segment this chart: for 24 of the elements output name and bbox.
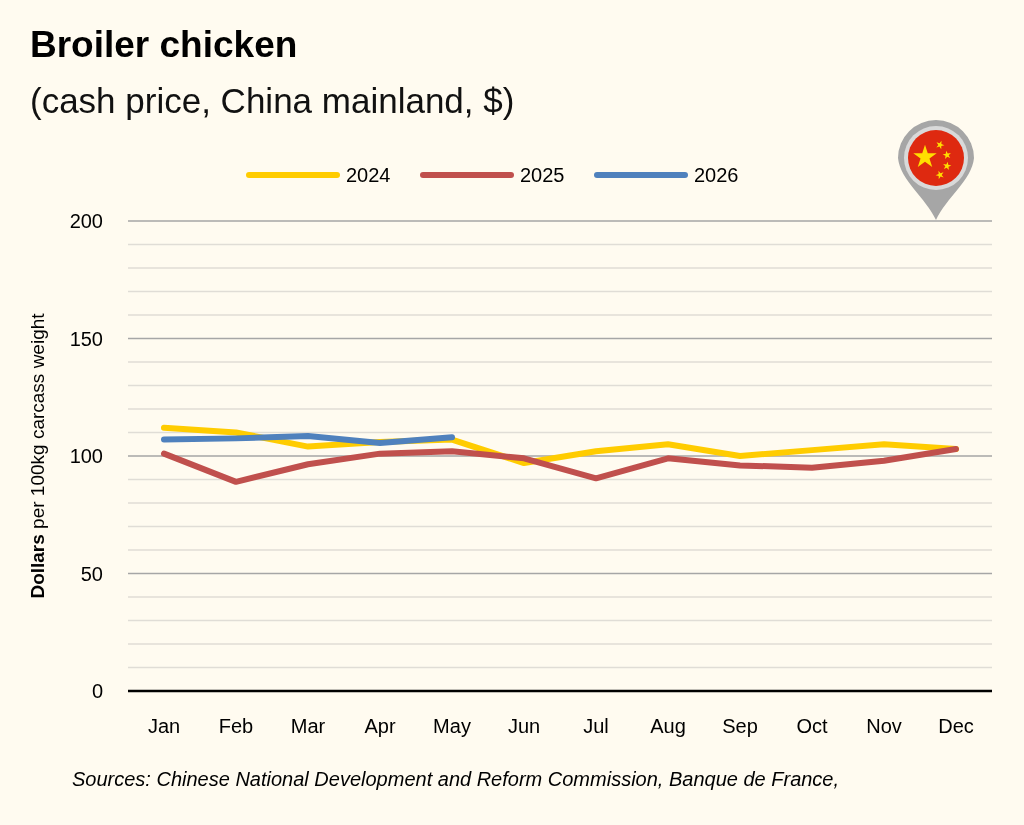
x-tick-label: Nov xyxy=(866,715,902,737)
legend-label: 2026 xyxy=(694,164,739,186)
legend-label: 2025 xyxy=(520,164,565,186)
x-tick-label: Apr xyxy=(364,715,396,737)
y-tick-label: 0 xyxy=(91,680,103,702)
y-axis-title: Dollars per 100kg carcass weight xyxy=(27,312,48,599)
x-tick-label: Jul xyxy=(583,715,609,737)
legend-label: 2024 xyxy=(346,164,391,186)
x-tick-label: Mar xyxy=(290,715,326,737)
chart-subtitle: (cash price, China mainland, $) xyxy=(30,81,515,120)
x-tick-label: Oct xyxy=(796,715,828,737)
x-tick-label: Dec xyxy=(938,715,974,737)
x-tick-label: Jun xyxy=(507,715,541,737)
chart-title: Broiler chicken xyxy=(30,24,298,65)
x-tick-label: Sep xyxy=(722,715,758,737)
x-tick-label: Feb xyxy=(218,715,254,737)
y-tick-label: 200 xyxy=(69,210,103,232)
source-note: Sources: Chinese National Development and Reform Commission, Banque de France, xyxy=(72,768,840,790)
y-tick-label: 100 xyxy=(69,445,103,467)
x-tick-label: Jan xyxy=(147,715,181,737)
y-tick-label: 150 xyxy=(69,327,103,350)
x-tick-label: Aug xyxy=(650,715,686,737)
y-tick-label: 50 xyxy=(80,562,103,585)
x-tick-label: May xyxy=(433,715,471,737)
